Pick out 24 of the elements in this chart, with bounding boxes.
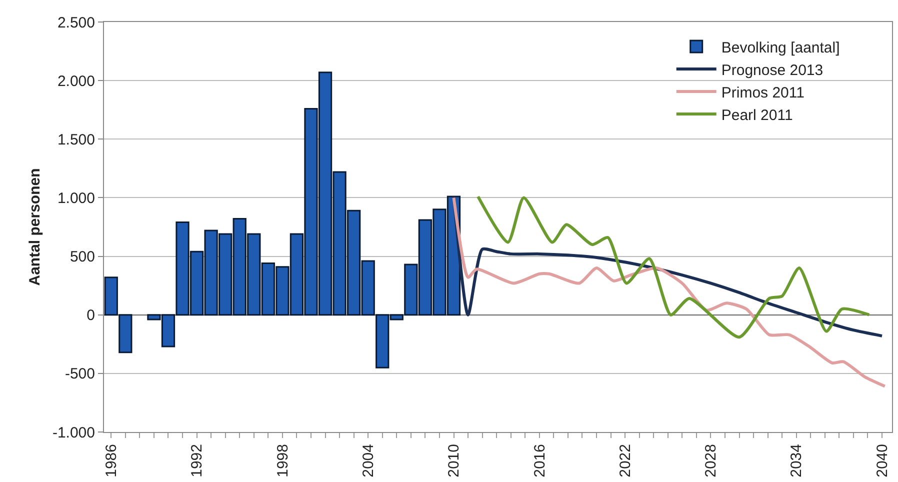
y-tick-label: 1.500 (57, 131, 95, 148)
x-tick-label: 2028 (702, 444, 720, 478)
legend-label: Pearl 2011 (721, 106, 793, 124)
y-axis-title: Aantal personen (26, 168, 44, 286)
x-tick-label: 2016 (531, 444, 548, 478)
x-tick-label: 1986 (103, 444, 120, 478)
y-tick-label: -1.000 (52, 424, 95, 442)
legend-label: Primos 2011 (721, 84, 804, 102)
y-tick-label: 500 (70, 248, 95, 266)
line-series (452, 196, 886, 388)
legend-label: Bevolking [aantal] (721, 39, 840, 56)
y-tick-label: -500 (64, 366, 95, 383)
y-tick-label: 0 (86, 307, 95, 324)
x-tick-label: 1992 (188, 444, 206, 478)
x-tick-label: 2034 (788, 444, 806, 478)
x-tick-label: 2010 (446, 444, 463, 478)
x-tick-label: 1998 (274, 444, 292, 478)
y-tick-label: 2.500 (57, 14, 95, 32)
x-tick-label: 2022 (616, 444, 634, 478)
y-tick-label: 1.000 (57, 190, 95, 207)
x-tick-label: 2004 (360, 444, 377, 478)
y-tick-label: 2.000 (57, 72, 95, 90)
legend-label: Prognose 2013 (721, 62, 824, 79)
x-tick-label: 2040 (874, 444, 891, 478)
